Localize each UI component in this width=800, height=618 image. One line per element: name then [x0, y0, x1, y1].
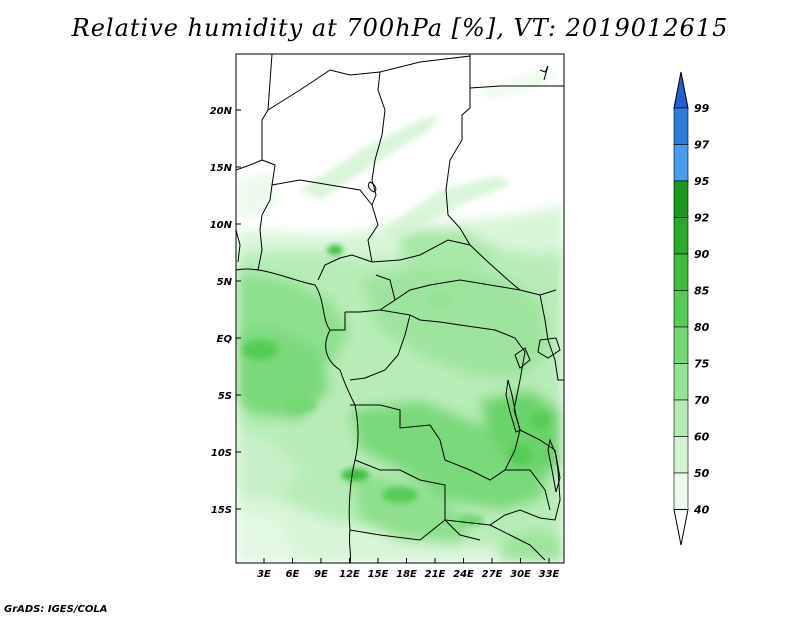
- colorbar-level-label: 97: [694, 139, 710, 152]
- colorbar-segment: [673, 472, 689, 510]
- colorbar-level-label: 80: [694, 321, 710, 334]
- colorbar-segment: [673, 363, 689, 401]
- colorbar-bottom-arrow: [673, 509, 689, 546]
- colorbar-level-label: 75: [694, 358, 710, 371]
- colorbar-segment: [673, 144, 689, 182]
- lon-tick-label: 3E: [257, 569, 271, 580]
- colorbar-level-label: 92: [694, 212, 710, 225]
- latitude-axis: 20N 15N 10N 5N EQ 5S 10S 15S: [210, 106, 241, 516]
- lon-tick-label: 24E: [453, 569, 474, 580]
- colorbar-segment: [673, 180, 689, 218]
- lat-tick-label: EQ: [217, 334, 233, 345]
- colorbar-segment: [673, 399, 689, 437]
- lat-tick-label: 15N: [210, 163, 233, 174]
- longitude-axis: 3E 6E 9E 12E 15E 18E 21E 24E 27E 30E 33E: [257, 558, 560, 580]
- colorbar-segment: [673, 253, 689, 291]
- colorbar-top-arrow: [673, 71, 689, 109]
- map-frame: [235, 53, 565, 564]
- humidity-shading: [236, 54, 564, 563]
- colorbar-segment: [673, 436, 689, 474]
- colorbar-level-label: 99: [694, 102, 710, 115]
- colorbar-level-label: 40: [693, 504, 710, 517]
- lon-tick-label: 33E: [539, 569, 560, 580]
- lat-tick-label: 5N: [217, 277, 233, 288]
- colorbar-level-label: 95: [694, 175, 710, 188]
- colorbar-segment: [673, 326, 689, 364]
- colorbar-segment: [673, 290, 689, 328]
- lon-tick-label: 18E: [396, 569, 417, 580]
- lakes: [367, 181, 561, 493]
- colorbar: 99 97 95 92 90 85 80 75 70 60 50 40: [673, 71, 710, 546]
- lon-tick-label: 9E: [314, 569, 328, 580]
- lon-tick-label: 27E: [482, 569, 503, 580]
- colorbar-level-label: 85: [694, 285, 710, 298]
- lat-tick-label: 10N: [210, 220, 233, 231]
- lon-tick-label: 30E: [510, 569, 531, 580]
- lon-tick-label: 21E: [425, 569, 446, 580]
- lat-tick-label: 20N: [210, 106, 233, 117]
- colorbar-level-label: 70: [694, 394, 710, 407]
- lon-tick-label: 6E: [286, 569, 300, 580]
- colorbar-segment: [673, 107, 689, 145]
- colorbar-level-label: 90: [694, 248, 710, 261]
- lon-tick-label: 15E: [368, 569, 389, 580]
- country-boundaries: [236, 54, 564, 563]
- lon-tick-label: 12E: [339, 569, 360, 580]
- footer-credit: GrADS: IGES/COLA: [4, 604, 108, 615]
- lat-tick-label: 5S: [218, 391, 232, 402]
- colorbar-level-label: 60: [694, 431, 710, 444]
- colorbar-segment: [673, 217, 689, 255]
- lat-tick-label: 15S: [211, 505, 232, 516]
- chart-title: Relative humidity at 700hPa [%], VT: 201…: [71, 14, 729, 42]
- colorbar-level-label: 50: [694, 467, 710, 480]
- lat-tick-label: 10S: [211, 448, 232, 459]
